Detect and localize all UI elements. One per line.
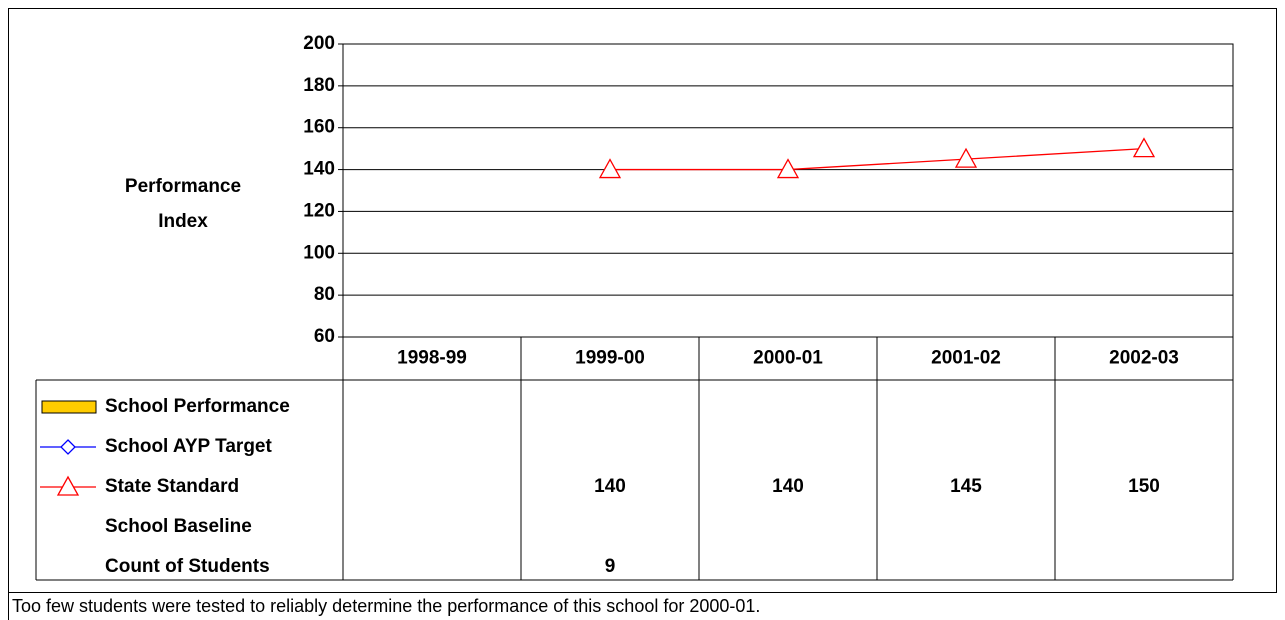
marker (60, 439, 76, 455)
marker (1132, 137, 1156, 158)
table-value: 150 (1128, 476, 1160, 497)
series-line (610, 147, 1145, 171)
footnote: Too few students were tested to reliably… (12, 596, 760, 616)
marker (56, 475, 80, 496)
table-value: 9 (605, 556, 616, 577)
y-tick-label: 160 (303, 117, 335, 138)
table-value: 140 (594, 476, 626, 497)
x-tick-label: 1999-00 (575, 348, 645, 369)
marker (954, 147, 978, 168)
plot-area (342, 43, 1234, 338)
table-value: 145 (950, 476, 982, 497)
legend-label: School Baseline (105, 516, 252, 537)
legend-label: School Performance (105, 396, 290, 417)
y-tick-label: 180 (303, 75, 335, 96)
x-tick-label: 2000-01 (753, 348, 823, 369)
marker (776, 158, 800, 179)
y-tick-label: 140 (303, 159, 335, 180)
x-tick-label: 1998-99 (397, 348, 467, 369)
legend-label: Count of Students (105, 556, 270, 577)
y-tick-label: 120 (303, 200, 335, 221)
y-tick-label: 100 (303, 242, 335, 263)
frame (8, 8, 1277, 593)
legend-label: State Standard (105, 476, 239, 497)
marker (598, 158, 622, 179)
y-tick-label: 200 (303, 33, 335, 54)
legend-key (41, 400, 97, 414)
y-axis-label: Index (158, 211, 208, 232)
y-tick-label: 60 (314, 326, 335, 347)
y-axis-label: Performance (125, 176, 241, 197)
y-tick-label: 80 (314, 284, 335, 305)
x-tick-label: 2002-03 (1109, 348, 1179, 369)
table-value: 140 (772, 476, 804, 497)
legend-label: School AYP Target (105, 436, 272, 457)
x-tick-label: 2001-02 (931, 348, 1001, 369)
